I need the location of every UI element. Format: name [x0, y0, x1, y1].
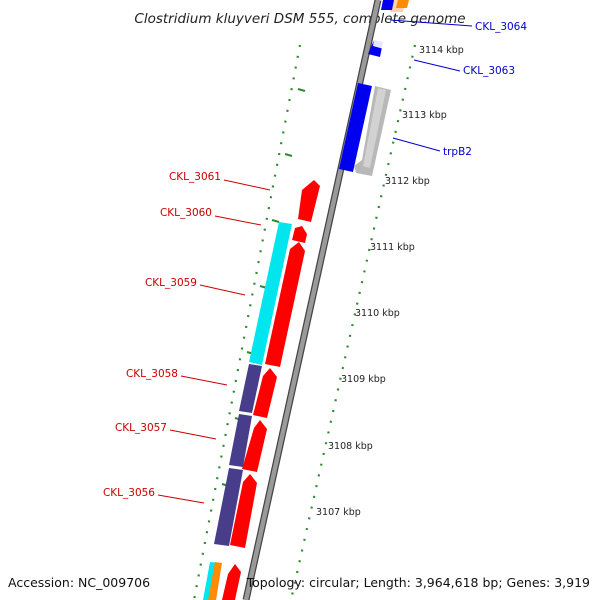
gene-gap-marker — [373, 39, 387, 49]
gene-label-ckl-3059[interactable]: CKL_3059 — [145, 277, 197, 289]
tick-label: 3113 kbp — [402, 110, 447, 121]
gene-bottom-partial[interactable] — [222, 564, 241, 600]
right-gene-labels: CKL_3064 CKL_3063 trpB2 — [389, 19, 527, 158]
gene-label-ckl-3064[interactable]: CKL_3064 — [475, 21, 527, 33]
scale-ticks: 3114 kbp 3113 kbp 3112 kbp 3111 kbp 3110… — [316, 45, 464, 518]
tick-label: 3108 kbp — [328, 441, 373, 452]
gene-trpB2-highlight — [363, 88, 386, 168]
cog-bar-orange-top-2[interactable] — [396, 0, 409, 8]
gene-label-ckl-3057[interactable]: CKL_3057 — [115, 422, 167, 434]
accession-text: Accession: NC_009706 — [8, 575, 150, 590]
gene-label-ckl-3060[interactable]: CKL_3060 — [160, 207, 212, 219]
gene-ckl-3056[interactable] — [230, 474, 257, 548]
leader-line — [413, 59, 461, 72]
gene-trpB2-cog-bar[interactable] — [339, 83, 372, 172]
leader-line — [157, 494, 205, 504]
tick-label: 3110 kbp — [355, 308, 400, 319]
gene-label-trpB2[interactable]: trpB2 — [443, 146, 472, 158]
cog-bar-purple-1[interactable] — [239, 364, 262, 413]
tick-label: 3112 kbp — [385, 176, 430, 187]
tick-label: 3114 kbp — [419, 45, 464, 56]
gene-label-ckl-3056[interactable]: CKL_3056 — [103, 487, 155, 499]
leader-line — [180, 375, 228, 386]
map-title: Clostridium kluyveri DSM 555, complete g… — [134, 11, 465, 27]
gene-ckl-3058[interactable] — [253, 368, 277, 418]
gene-ckl-3059[interactable] — [265, 242, 305, 367]
gene-label-ckl-3061[interactable]: CKL_3061 — [169, 171, 221, 183]
cog-bar-purple-2[interactable] — [229, 414, 252, 467]
gene-ckl-3060[interactable] — [292, 226, 307, 243]
tick-label: 3109 kbp — [341, 374, 386, 385]
leader-line — [169, 429, 217, 440]
gene-label-ckl-3063[interactable]: CKL_3063 — [463, 65, 515, 77]
gene-ckl-3064-segment[interactable] — [381, 0, 394, 10]
outer-dotted-guide — [289, 44, 417, 600]
leader-line — [223, 179, 271, 191]
leader-line — [214, 215, 262, 226]
gene-ckl-3057[interactable] — [242, 420, 267, 472]
cog-bar-cyan[interactable] — [249, 222, 292, 365]
gene-label-ckl-3058[interactable]: CKL_3058 — [126, 368, 178, 380]
leader-line — [389, 19, 473, 27]
leader-line — [199, 284, 246, 296]
genome-info-text: Topology: circular; Length: 3,964,618 bp… — [246, 575, 590, 590]
leader-line — [392, 137, 441, 152]
cog-bar-orange-bottom[interactable] — [208, 562, 222, 600]
tick-label: 3111 kbp — [370, 242, 415, 253]
gene-ckl-3061[interactable] — [298, 180, 320, 222]
cog-bar-purple-3[interactable] — [214, 468, 243, 546]
left-gene-labels: CKL_3061 CKL_3060 CKL_3059 CKL_3058 CKL_… — [103, 171, 271, 504]
tick-label: 3107 kbp — [316, 507, 361, 518]
